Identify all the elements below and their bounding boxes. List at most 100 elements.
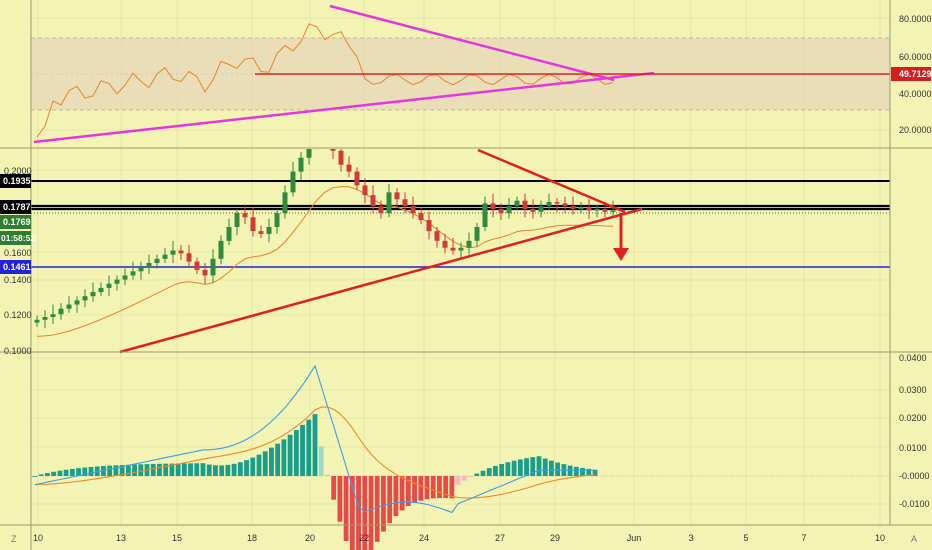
price-tick: 0.1400	[4, 275, 32, 285]
macd-histogram-bar	[287, 434, 293, 476]
macd-histogram-bar	[331, 476, 337, 500]
macd-histogram-bar	[337, 476, 343, 522]
macd-histogram-bar	[455, 476, 461, 485]
auto-scale-button[interactable]: A	[911, 534, 917, 544]
macd-histogram-bar	[374, 476, 380, 542]
macd-histogram-bar	[461, 476, 467, 481]
macd-histogram-bar	[113, 465, 119, 476]
candle-body	[370, 195, 376, 207]
candle-body	[282, 192, 288, 214]
candle-body	[362, 185, 368, 196]
macd-histogram-bar	[343, 476, 349, 542]
candle-body	[306, 149, 312, 158]
macd-histogram-bar	[549, 460, 554, 476]
macd-panel[interactable]	[31, 364, 890, 550]
macd-histogram-bar	[181, 463, 187, 476]
candle-body	[546, 202, 552, 207]
candle-body	[530, 208, 536, 212]
candle-body	[538, 206, 544, 212]
macd-histogram-bar	[45, 473, 50, 476]
candle-body	[298, 157, 304, 172]
macd-histogram-bar	[412, 476, 417, 503]
candle-body	[434, 231, 440, 241]
macd-histogram-bar	[306, 419, 312, 476]
time-tick: 3	[688, 533, 693, 543]
price-panel[interactable]	[31, 148, 890, 354]
macd-histogram-bar	[57, 470, 63, 476]
rsi-value-tag	[891, 67, 931, 81]
time-tick: 15	[172, 533, 182, 543]
rsi-trendline-lower[interactable]	[33, 71, 655, 144]
macd-histogram-bar	[405, 476, 411, 507]
macd-histogram-bar	[393, 476, 399, 517]
price-tick: 0.1200	[4, 310, 32, 320]
time-tick: 20	[305, 533, 315, 543]
price-trendline-upper[interactable]	[477, 148, 626, 214]
macd-histogram-bar	[474, 473, 480, 476]
price-axis[interactable]: 0.2000 0.1600 0.1400 0.1200 0.1000 0.193…	[0, 166, 35, 356]
macd-histogram-bar	[194, 463, 200, 476]
candle-body	[138, 267, 144, 272]
candle-body	[226, 226, 232, 241]
rsi-panel[interactable]	[31, 4, 890, 144]
macd-histogram-bar	[38, 474, 44, 476]
rsi-tick: 60.0000	[899, 52, 932, 62]
rsi-tick: 40.0000	[899, 89, 932, 99]
candle-body	[242, 213, 248, 218]
macd-histogram-bar	[368, 476, 374, 550]
price-tag-last-text: 0.1769	[3, 217, 31, 227]
macd-histogram-bar	[399, 476, 405, 511]
macd-histogram-bar	[275, 443, 281, 476]
price-tag-support	[0, 260, 31, 274]
candle-body	[202, 269, 208, 276]
macd-histogram-bar	[480, 470, 486, 476]
candle-body	[146, 262, 152, 268]
candle-body	[34, 319, 40, 323]
candle-body	[330, 149, 336, 151]
price-tag-resistance-upper	[0, 174, 31, 188]
candle-body	[90, 292, 96, 297]
macd-histogram-bar	[237, 462, 243, 476]
macd-histogram-bar	[63, 469, 69, 476]
candle-body	[394, 192, 400, 200]
candle-body	[402, 199, 408, 207]
candle-body	[570, 206, 576, 209]
candle-body	[554, 202, 560, 204]
candle-body	[522, 200, 528, 209]
candle-body	[378, 206, 384, 214]
price-trendline-lower[interactable]	[119, 207, 643, 354]
price-tag-countdown	[0, 231, 31, 245]
macd-histogram-bar	[244, 460, 249, 476]
macd-histogram-bar	[486, 468, 492, 476]
zoom-button[interactable]: Z	[11, 534, 17, 544]
time-tick: Jun	[627, 533, 642, 543]
macd-histogram-bar	[119, 464, 125, 476]
price-tick: 0.1000	[4, 346, 32, 356]
rsi-tick: 80.0000	[899, 14, 932, 24]
rsi-trendline-upper[interactable]	[329, 4, 615, 82]
macd-histogram-bar	[468, 476, 473, 477]
candle-body	[274, 213, 280, 227]
macd-histogram-bar	[150, 463, 156, 476]
candle-body	[426, 220, 432, 232]
macd-histogram-bar	[138, 464, 144, 476]
macd-histogram-bar	[524, 458, 529, 476]
time-axis[interactable]: 10 13 15 18 20 22 24 27 29 Jun 3 5 7 10	[33, 533, 885, 543]
candle-body	[58, 308, 64, 315]
candle-body	[130, 271, 136, 276]
candle-body	[98, 287, 104, 293]
macd-histogram-bar	[32, 476, 38, 477]
breakdown-arrow-head	[613, 248, 629, 261]
macd-histogram-bar	[592, 469, 598, 476]
macd-histogram-bar	[443, 476, 449, 499]
candle-body	[602, 208, 608, 212]
macd-histogram-bar	[567, 465, 573, 476]
macd-tick: 0.0200	[899, 413, 927, 423]
macd-axis[interactable]: 0.0400 0.0300 0.0200 0.0100 -0.0000 -0.0…	[899, 353, 930, 509]
macd-histogram-bar	[69, 468, 75, 476]
macd-histogram-bar	[225, 464, 231, 476]
rsi-axis[interactable]: 80.0000 60.0000 40.0000 20.0000 49.7129	[891, 14, 932, 135]
macd-histogram-bar	[573, 466, 579, 476]
candle-body	[562, 203, 568, 207]
